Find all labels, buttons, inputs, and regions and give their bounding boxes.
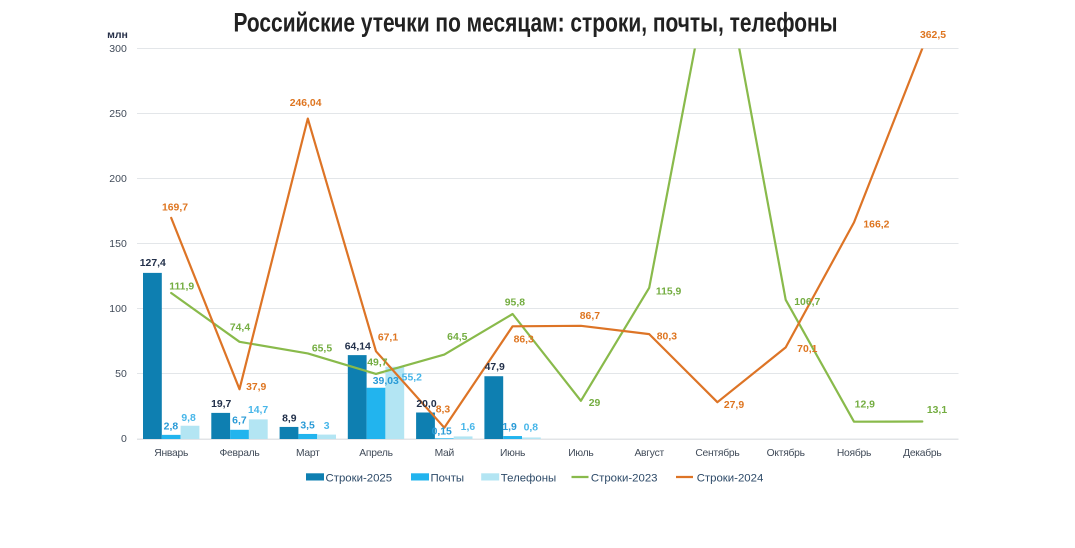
svg-text:86,3: 86,3 — [514, 335, 534, 346]
svg-text:1,6: 1,6 — [461, 422, 476, 433]
svg-text:39,03: 39,03 — [373, 376, 399, 387]
svg-text:2,8: 2,8 — [164, 421, 179, 432]
svg-text:14,7: 14,7 — [248, 405, 268, 416]
svg-text:Июнь: Июнь — [500, 448, 525, 459]
svg-text:362,5: 362,5 — [920, 30, 946, 41]
svg-text:55,2: 55,2 — [402, 372, 422, 383]
svg-text:8,3: 8,3 — [436, 405, 451, 416]
svg-text:Строки-2024: Строки-2024 — [697, 472, 764, 484]
svg-text:Февраль: Февраль — [219, 448, 259, 459]
svg-text:67,1: 67,1 — [378, 333, 398, 344]
svg-text:246,04: 246,04 — [290, 98, 322, 109]
svg-text:Март: Март — [296, 448, 320, 459]
svg-text:19,7: 19,7 — [211, 399, 231, 410]
svg-text:127,4: 127,4 — [140, 258, 166, 269]
svg-text:169,7: 169,7 — [162, 203, 188, 214]
svg-text:8,9: 8,9 — [282, 414, 297, 425]
svg-text:Апрель: Апрель — [359, 448, 392, 459]
svg-text:Почты: Почты — [431, 472, 465, 484]
svg-text:Август: Август — [634, 448, 664, 459]
svg-text:0,15: 0,15 — [432, 427, 452, 438]
svg-text:111,9: 111,9 — [169, 281, 194, 292]
svg-text:Ноябрь: Ноябрь — [837, 447, 871, 459]
svg-text:150: 150 — [109, 238, 127, 250]
svg-text:65,5: 65,5 — [312, 344, 332, 355]
svg-text:80,3: 80,3 — [657, 331, 677, 342]
svg-text:106,7: 106,7 — [794, 297, 820, 308]
svg-text:20,0: 20,0 — [416, 399, 436, 410]
svg-text:1,9: 1,9 — [502, 422, 517, 433]
svg-text:47,9: 47,9 — [485, 362, 505, 373]
svg-text:300: 300 — [109, 43, 127, 55]
svg-text:Российские утечки по месяцам:: Российские утечки по месяцам: строки, по… — [233, 8, 837, 38]
svg-text:64,14: 64,14 — [345, 342, 371, 353]
svg-text:0: 0 — [121, 433, 127, 445]
svg-text:Телефоны: Телефоны — [501, 472, 556, 484]
svg-text:12,9: 12,9 — [855, 400, 875, 411]
svg-text:200: 200 — [109, 173, 127, 185]
svg-text:74,4: 74,4 — [230, 323, 250, 334]
svg-text:млн: млн — [107, 29, 128, 41]
svg-text:Строки-2025: Строки-2025 — [326, 472, 393, 484]
svg-text:Январь: Январь — [154, 448, 188, 459]
svg-text:6,7: 6,7 — [232, 416, 247, 427]
svg-text:37,9: 37,9 — [246, 382, 266, 393]
svg-text:Сентябрь: Сентябрь — [695, 447, 739, 459]
svg-text:166,2: 166,2 — [863, 220, 889, 231]
svg-text:Май: Май — [435, 448, 455, 459]
svg-text:3,5: 3,5 — [300, 421, 315, 432]
svg-text:86,7: 86,7 — [580, 311, 600, 322]
svg-text:Строки-2023: Строки-2023 — [591, 472, 658, 484]
svg-text:Декабрь: Декабрь — [903, 447, 941, 459]
svg-text:115,9: 115,9 — [656, 286, 682, 297]
svg-text:29: 29 — [589, 398, 601, 409]
svg-text:50: 50 — [115, 368, 127, 380]
svg-text:Октябрь: Октябрь — [767, 447, 805, 459]
svg-text:49,7: 49,7 — [367, 357, 387, 368]
svg-text:9,8: 9,8 — [181, 413, 196, 424]
svg-text:3: 3 — [324, 421, 330, 432]
svg-text:27,9: 27,9 — [724, 400, 744, 411]
svg-text:13,1: 13,1 — [927, 405, 947, 416]
svg-text:100: 100 — [109, 303, 127, 315]
svg-text:Июль: Июль — [568, 448, 593, 459]
svg-text:70,1: 70,1 — [797, 344, 817, 355]
svg-text:250: 250 — [109, 108, 127, 120]
svg-text:64,5: 64,5 — [447, 332, 467, 343]
svg-text:0,8: 0,8 — [524, 423, 539, 434]
svg-text:95,8: 95,8 — [505, 298, 525, 309]
